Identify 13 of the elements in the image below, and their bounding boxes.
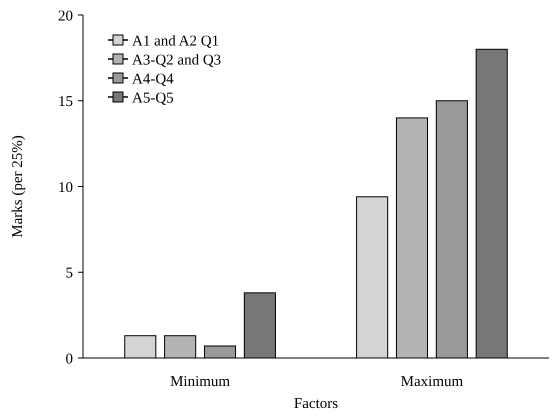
- y-tick-label: 20: [58, 8, 73, 24]
- x-tick-label: Minimum: [170, 374, 230, 390]
- legend-label: A1 and A2 Q1: [132, 33, 220, 50]
- x-axis-title: Factors: [294, 396, 338, 412]
- y-axis-title: Marks (per 25%): [10, 135, 26, 238]
- y-tick-label: 5: [66, 266, 73, 282]
- legend-label: A3-Q2 and Q3: [132, 52, 222, 68]
- y-tick-label: 0: [66, 351, 73, 368]
- legend-label: A5-Q5: [132, 90, 174, 106]
- y-tick-label: 15: [58, 94, 73, 110]
- x-tick-label: Maximum: [400, 374, 464, 390]
- y-tick-label: 10: [58, 180, 73, 196]
- legend-label: A4-Q4: [132, 71, 174, 88]
